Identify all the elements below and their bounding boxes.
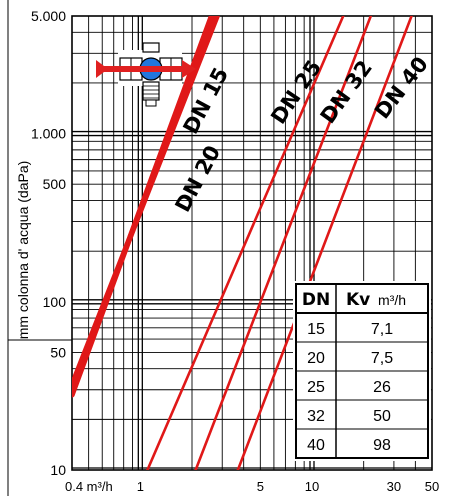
x-tick-label: 1 [137, 479, 144, 494]
series-label-dn-20: DN 20 [170, 141, 225, 215]
valve-stem [142, 42, 160, 53]
y-tick-label: 500 [43, 176, 67, 192]
series-group [72, 16, 413, 470]
kv-table-header-unit: m³/h [378, 292, 406, 308]
kv-table-cell-kv: 98 [373, 437, 391, 454]
kv-table-cell-kv: 7,5 [371, 350, 393, 367]
flow-arrow-tail [96, 60, 108, 78]
x-tick-label: 5 [257, 479, 264, 494]
kv-table-cell-kv: 26 [373, 379, 391, 396]
valve-bottom-cap [145, 99, 157, 107]
kv-table-cell-kv: 50 [373, 408, 391, 425]
y-tick-label: 5.000 [31, 8, 66, 24]
flow-arrow-shaft [96, 66, 182, 72]
kv-table-cell-dn: 20 [307, 350, 325, 367]
flow-arrow-head [182, 60, 196, 78]
valve-flow-icon [96, 42, 196, 107]
x-tick-label: 0.4 m³/h [65, 479, 113, 494]
kv-table-header-dn: DN [302, 290, 330, 310]
series-line-dn-20 [72, 16, 220, 388]
y-axis-label: mm colonna d' acqua (daPa) [15, 161, 31, 340]
x-tick-label: 10 [305, 479, 319, 494]
series-label-dn-40: DN 40 [370, 52, 433, 123]
kv-table-cell-dn: 25 [307, 379, 325, 396]
series-line-dn-40 [236, 16, 413, 470]
x-tick-label: 50 [425, 479, 439, 494]
y-tick-label: 1.000 [31, 126, 66, 142]
kv-table-header-kv: Kv [346, 290, 370, 310]
y-tick-label: 10 [50, 462, 66, 478]
x-tick-label: 30 [387, 479, 401, 494]
valve-bottom-body [142, 81, 160, 101]
kv-table-cell-dn: 15 [307, 321, 325, 338]
series-line-dn-32 [194, 16, 373, 470]
y-tick-label: 50 [50, 344, 66, 360]
grid-group [72, 16, 432, 470]
series-label-dn-25: DN 25 [266, 56, 326, 129]
kv-table: DN Kv m³/h 15 7,1 20 7,5 25 26 32 50 40 98 [293, 281, 431, 461]
series-label-dn-32: DN 32 [316, 56, 377, 128]
plot-frame [71, 15, 433, 471]
kv-table-cell-dn: 32 [307, 408, 325, 425]
series-line-dn-25 [146, 16, 345, 470]
kv-table-cell-dn: 40 [307, 437, 325, 454]
kv-table-cell-kv: 7,1 [371, 321, 393, 338]
y-tick-label: 100 [43, 294, 67, 310]
